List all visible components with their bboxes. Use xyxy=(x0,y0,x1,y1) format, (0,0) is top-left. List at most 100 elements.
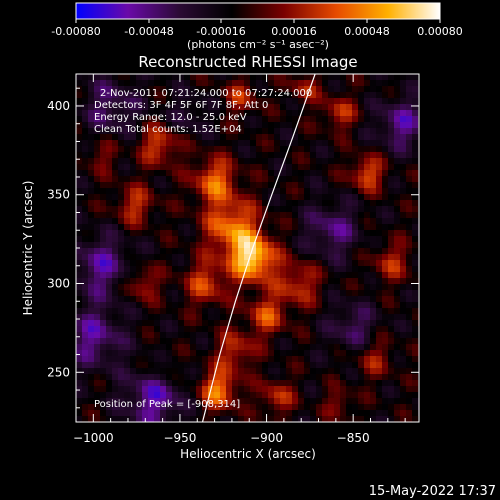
heatmap-cell xyxy=(322,122,329,129)
heatmap-cell xyxy=(88,308,95,315)
heatmap-cell xyxy=(334,188,341,195)
heatmap-cell xyxy=(136,224,143,231)
heatmap-cell xyxy=(280,338,287,345)
heatmap-cell xyxy=(340,146,347,153)
heatmap-cell xyxy=(244,290,251,297)
heatmap-cell xyxy=(238,284,245,291)
heatmap-cell xyxy=(334,146,341,153)
heatmap-cell xyxy=(412,368,419,375)
heatmap-cell xyxy=(142,212,149,219)
heatmap-cell xyxy=(262,152,269,159)
heatmap-cell xyxy=(178,74,185,81)
heatmap-cell xyxy=(250,230,257,237)
heatmap-cell xyxy=(292,272,299,279)
heatmap-cell xyxy=(304,248,311,255)
heatmap-cell xyxy=(148,308,155,315)
heatmap-cell xyxy=(238,260,245,267)
heatmap-cell xyxy=(82,392,89,399)
heatmap-cell xyxy=(160,122,167,129)
heatmap-cell xyxy=(268,386,275,393)
heatmap-cell xyxy=(340,110,347,117)
heatmap-cell xyxy=(184,230,191,237)
heatmap-cell xyxy=(292,398,299,405)
heatmap-cell xyxy=(364,74,371,81)
heatmap-cell xyxy=(364,302,371,309)
heatmap-cell xyxy=(310,92,317,99)
heatmap-cell xyxy=(352,332,359,339)
heatmap-cell xyxy=(340,200,347,207)
heatmap-cell xyxy=(268,332,275,339)
heatmap-cell xyxy=(118,338,125,345)
heatmap-cell xyxy=(388,404,395,411)
heatmap-cell xyxy=(196,392,203,399)
heatmap-cell xyxy=(130,260,137,267)
heatmap-cell xyxy=(232,206,239,213)
heatmap-cell xyxy=(196,278,203,285)
heatmap-cell xyxy=(178,164,185,171)
heatmap-cell xyxy=(274,86,281,93)
heatmap-cell xyxy=(292,362,299,369)
heatmap-cell xyxy=(232,80,239,87)
heatmap-cell xyxy=(400,200,407,207)
heatmap-cell xyxy=(244,164,251,171)
heatmap-cell xyxy=(304,74,311,81)
heatmap-cell xyxy=(304,80,311,87)
heatmap-cell xyxy=(244,146,251,153)
heatmap-cell xyxy=(214,164,221,171)
heatmap-cell xyxy=(226,410,233,417)
heatmap-cell xyxy=(250,188,257,195)
heatmap-cell xyxy=(106,74,113,81)
heatmap-cell xyxy=(256,176,263,183)
heatmap-cell xyxy=(340,254,347,261)
heatmap-cell xyxy=(76,338,83,345)
heatmap-cell xyxy=(262,188,269,195)
heatmap-cell xyxy=(190,86,197,93)
heatmap-cell xyxy=(160,254,167,261)
heatmap-cell xyxy=(214,122,221,129)
heatmap-cell xyxy=(136,212,143,219)
heatmap-cell xyxy=(400,146,407,153)
heatmap-cell xyxy=(388,224,395,231)
heatmap-cell xyxy=(154,254,161,261)
heatmap-cell xyxy=(94,122,101,129)
heatmap-cell xyxy=(346,236,353,243)
heatmap-cell xyxy=(184,92,191,99)
heatmap-cell xyxy=(280,404,287,411)
heatmap-cell xyxy=(322,248,329,255)
heatmap-cell xyxy=(112,416,119,422)
heatmap-cell xyxy=(316,362,323,369)
heatmap-cell xyxy=(262,122,269,129)
heatmap-cell xyxy=(250,176,257,183)
heatmap-cell xyxy=(346,344,353,351)
heatmap-cell xyxy=(304,224,311,231)
heatmap-cell xyxy=(304,128,311,135)
heatmap-cell xyxy=(358,128,365,135)
heatmap-cell xyxy=(220,236,227,243)
heatmap-cell xyxy=(394,296,401,303)
heatmap-cell xyxy=(184,416,191,422)
heatmap-cell xyxy=(82,368,89,375)
heatmap-cell xyxy=(268,290,275,297)
heatmap-cell xyxy=(346,416,353,422)
heatmap-cell xyxy=(376,206,383,213)
heatmap-cell xyxy=(76,98,83,105)
heatmap-cell xyxy=(328,260,335,267)
heatmap-cell xyxy=(112,272,119,279)
heatmap-cell xyxy=(370,188,377,195)
heatmap-cell xyxy=(292,248,299,255)
heatmap-cell xyxy=(148,338,155,345)
heatmap-cell xyxy=(208,410,215,417)
observation-info: 2-Nov-2011 07:21:24.000 to 07:27:24.000D… xyxy=(94,88,312,135)
heatmap-cell xyxy=(130,254,137,261)
heatmap-cell xyxy=(118,92,125,99)
heatmap-cell xyxy=(196,152,203,159)
heatmap-cell xyxy=(220,254,227,261)
heatmap-cell xyxy=(244,308,251,315)
heatmap-cell xyxy=(220,230,227,237)
heatmap-cell xyxy=(292,236,299,243)
heatmap-cell xyxy=(76,374,83,381)
heatmap-cell xyxy=(202,86,209,93)
heatmap-cell xyxy=(112,92,119,99)
heatmap-cell xyxy=(370,398,377,405)
heatmap-cell xyxy=(118,104,125,111)
